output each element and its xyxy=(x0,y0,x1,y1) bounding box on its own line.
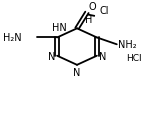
Text: HN: HN xyxy=(52,23,67,33)
Text: N: N xyxy=(99,51,106,61)
Text: HCl: HCl xyxy=(126,54,142,63)
Text: Cl: Cl xyxy=(100,6,109,16)
Text: N: N xyxy=(48,51,55,61)
Text: H: H xyxy=(85,15,92,25)
Text: NH₂: NH₂ xyxy=(118,40,137,50)
Text: H₂N: H₂N xyxy=(3,33,22,43)
Text: O: O xyxy=(88,2,96,12)
Text: N: N xyxy=(73,67,81,77)
